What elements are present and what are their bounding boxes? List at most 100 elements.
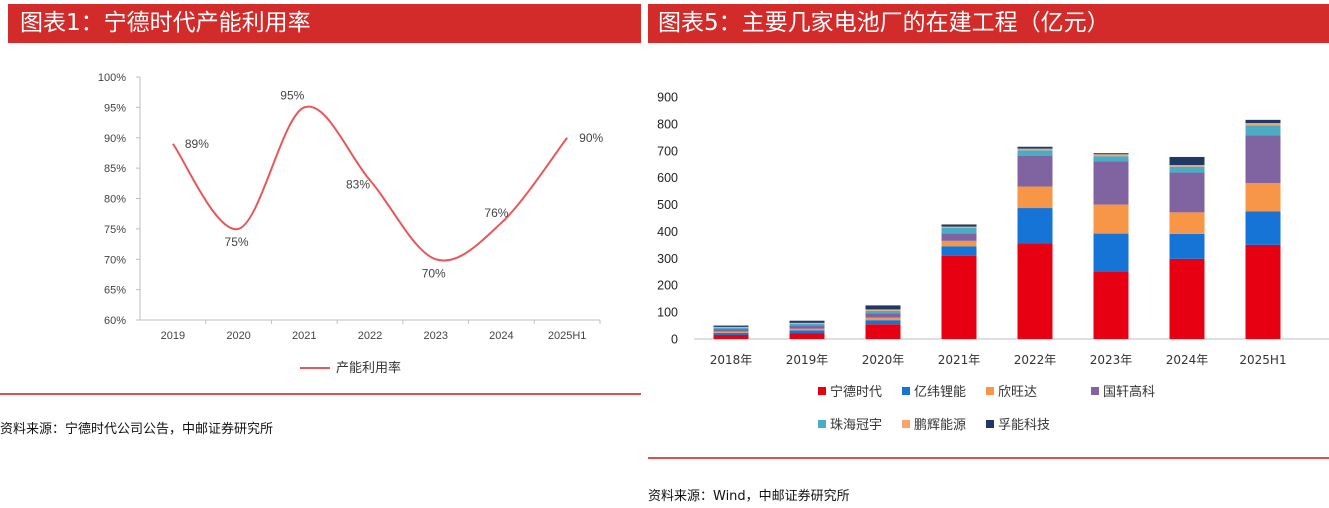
bar-segment xyxy=(865,320,901,325)
bar-segment xyxy=(1169,165,1205,167)
bar-segment xyxy=(1017,243,1053,339)
x-tick-label: 2018年 xyxy=(710,353,753,367)
bar-segment xyxy=(1093,156,1129,162)
bar-segment xyxy=(1245,119,1281,124)
bar-segment xyxy=(865,317,901,321)
y-tick-label: 65% xyxy=(104,285,126,297)
y-tick-label: 300 xyxy=(657,252,678,266)
x-tick-label: 2024 xyxy=(489,330,513,342)
legend-swatch xyxy=(986,420,994,428)
bar-segment xyxy=(713,325,749,327)
data-label: 90% xyxy=(579,131,603,145)
bar-segment xyxy=(1093,154,1129,157)
y-tick-label: 100% xyxy=(98,72,126,84)
legend-label: 国轩高科 xyxy=(1103,384,1155,400)
x-tick-label: 2022 xyxy=(358,330,382,342)
legend-swatch xyxy=(902,387,910,395)
x-tick-label: 2022年 xyxy=(1014,353,1057,367)
legend-label: 鹏辉能源 xyxy=(914,418,966,433)
y-tick-label: 200 xyxy=(657,279,678,293)
bar-segment xyxy=(941,255,977,339)
bar-segment xyxy=(865,313,901,318)
y-tick-label: 100 xyxy=(657,306,678,320)
chart-title-right: 图表5：主要几家电池厂的在建工程（亿元） xyxy=(648,4,1329,43)
y-tick-label: 95% xyxy=(104,102,126,114)
y-tick-label: 75% xyxy=(104,224,126,236)
bar-segment xyxy=(1245,125,1281,136)
bar-segment xyxy=(1017,150,1053,156)
y-tick-label: 90% xyxy=(104,133,126,145)
bar-segment xyxy=(865,305,901,310)
x-tick-label: 2020年 xyxy=(862,353,905,367)
source-note-right: 资料来源：Wind，中邮证券研究所 xyxy=(648,489,850,504)
bar-segment xyxy=(1245,183,1281,212)
bar-segment xyxy=(941,226,977,228)
bar-segment xyxy=(1169,233,1205,259)
bar-segment xyxy=(941,246,977,256)
bar-segment xyxy=(941,224,977,227)
bar-segment xyxy=(1169,258,1205,339)
bar-segment xyxy=(1169,172,1205,213)
bar-segment xyxy=(713,326,749,328)
bar-segment xyxy=(1245,244,1281,339)
legend-swatch xyxy=(986,387,994,395)
y-tick-label: 700 xyxy=(657,144,678,158)
bar-segment xyxy=(865,324,901,339)
bar-segment xyxy=(1017,148,1053,151)
x-tick-label: 2020 xyxy=(226,330,250,342)
y-tick-label: 500 xyxy=(657,198,678,212)
legend-label: 欣旺达 xyxy=(998,385,1037,400)
legend-label: 孚能科技 xyxy=(998,418,1050,433)
y-tick-label: 600 xyxy=(657,171,678,185)
bar-segment xyxy=(1169,212,1205,234)
data-label: 70% xyxy=(422,266,446,280)
legend-label: 产能利用率 xyxy=(336,360,401,376)
x-tick-label: 2019年 xyxy=(786,353,829,367)
legend-swatch xyxy=(1091,387,1099,395)
bar-segment xyxy=(1245,135,1281,184)
data-label: 89% xyxy=(185,137,209,151)
bar-segment xyxy=(713,331,749,333)
bar-segment xyxy=(1017,146,1053,149)
data-label: 75% xyxy=(225,235,249,249)
bar-segment xyxy=(865,309,901,311)
bar-segment xyxy=(1093,161,1129,205)
x-tick-label: 2023 xyxy=(423,330,447,342)
x-tick-label: 2021 xyxy=(292,330,316,342)
bar-segment xyxy=(1245,211,1281,245)
bar-segment xyxy=(789,322,825,324)
bar-segment xyxy=(789,320,825,323)
x-tick-label: 2019 xyxy=(161,330,185,342)
bar-segment xyxy=(941,227,977,234)
bar-segment xyxy=(1017,208,1053,244)
data-label: 76% xyxy=(484,206,508,220)
bar-segment xyxy=(789,328,825,331)
bar-segment xyxy=(1093,271,1129,339)
bar-segment xyxy=(789,330,825,334)
data-label: 95% xyxy=(280,88,304,102)
bar-segment xyxy=(1093,204,1129,234)
legend-swatch xyxy=(818,420,826,428)
bar-segment xyxy=(941,233,977,241)
divider-left xyxy=(0,393,641,395)
chart-title-left: 图表1：宁德时代产能利用率 xyxy=(8,4,641,43)
legend-swatch xyxy=(818,387,826,395)
bar-segment xyxy=(1169,166,1205,173)
panel-capacity-utilization: 图表1：宁德时代产能利用率 60% 65% 70% 75% 80% 85% 90% 95% 10… xyxy=(0,0,641,508)
bar-segment xyxy=(713,327,749,330)
stacked-bar-chart-construction: 0 100 200 300 400 500 600 700 800 900 2018年 2019年 20… xyxy=(657,91,1329,433)
y-tick-label: 900 xyxy=(657,91,678,105)
x-tick-label: 2024年 xyxy=(1166,353,1209,367)
bar-segment xyxy=(1093,153,1129,155)
series-line-capacity-utilization xyxy=(172,105,568,262)
panel-construction-in-progress: 图表5：主要几家电池厂的在建工程（亿元） 0 100 200 300 400 500 600… xyxy=(648,0,1329,508)
line-chart-capacity-utilization: 60% 65% 70% 75% 80% 85% 90% 95% 100% 2019 2020 2021… xyxy=(98,72,604,376)
bar-segment xyxy=(789,333,825,339)
legend-label: 珠海冠宇 xyxy=(830,418,882,433)
bar-segment xyxy=(1017,186,1053,209)
bar-segment xyxy=(941,240,977,247)
x-tick-label: 2023年 xyxy=(1090,353,1133,367)
y-tick-label: 60% xyxy=(104,315,126,327)
y-tick-label: 85% xyxy=(104,163,126,175)
bar-segment xyxy=(1169,156,1205,166)
